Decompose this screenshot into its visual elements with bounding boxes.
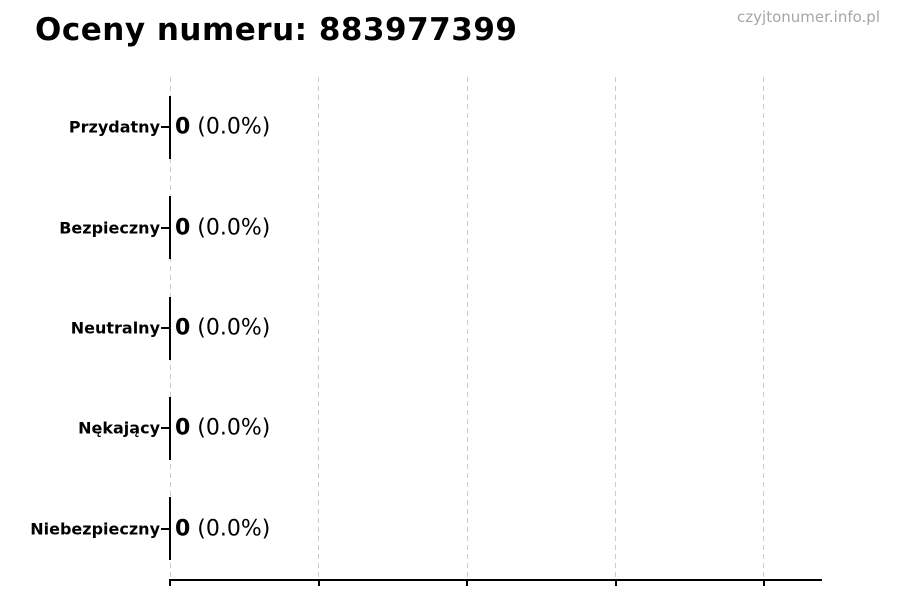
value-percent: (0.0%) (190, 315, 271, 341)
y-axis-tick (161, 327, 169, 329)
x-axis-tick (466, 579, 469, 586)
value-annotation: 0 (0.0%) (175, 516, 270, 541)
category-label: Neutralny (70, 318, 160, 338)
value-count: 0 (175, 415, 191, 441)
x-axis-tick (614, 579, 617, 586)
value-annotation: 0 (0.0%) (175, 215, 270, 240)
zero-value-bar (169, 296, 171, 360)
category-label: Nękający (78, 418, 160, 438)
value-percent: (0.0%) (190, 114, 271, 140)
chart-title: Oceny numeru: 883977399 (35, 12, 518, 48)
category-label: Bezpieczny (59, 218, 160, 238)
x-gridline (318, 77, 320, 579)
value-percent: (0.0%) (190, 516, 271, 542)
category-label: Przydatny (68, 117, 160, 137)
value-percent: (0.0%) (190, 215, 271, 241)
value-annotation: 0 (0.0%) (175, 416, 270, 441)
y-axis-tick (161, 427, 169, 430)
value-annotation: 0 (0.0%) (175, 316, 270, 341)
zero-value-bar (169, 497, 171, 561)
x-axis-tick (317, 579, 320, 586)
zero-value-bar (169, 196, 171, 260)
category-label: Niebezpieczny (30, 519, 160, 539)
x-gridline (763, 77, 765, 579)
value-count: 0 (175, 516, 191, 542)
value-count: 0 (175, 215, 191, 241)
value-count: 0 (175, 114, 191, 140)
x-axis-line (170, 579, 822, 581)
y-axis-tick (161, 226, 169, 229)
x-gridline (615, 77, 617, 579)
value-percent: (0.0%) (190, 415, 271, 441)
x-axis-tick (169, 579, 171, 586)
y-axis-tick (161, 126, 169, 129)
x-gridline (466, 77, 468, 579)
x-axis-tick (762, 579, 765, 586)
zero-value-bar (169, 95, 171, 159)
plot-area: Przydatny 0 (0.0%) Bezpieczny 0 (0.0%) Neutr… (30, 77, 822, 586)
watermark-text: czyjtonumer.info.pl (737, 8, 880, 26)
zero-value-bar (169, 396, 171, 460)
value-count: 0 (175, 315, 191, 341)
y-axis-tick (161, 527, 169, 530)
value-annotation: 0 (0.0%) (175, 115, 270, 140)
